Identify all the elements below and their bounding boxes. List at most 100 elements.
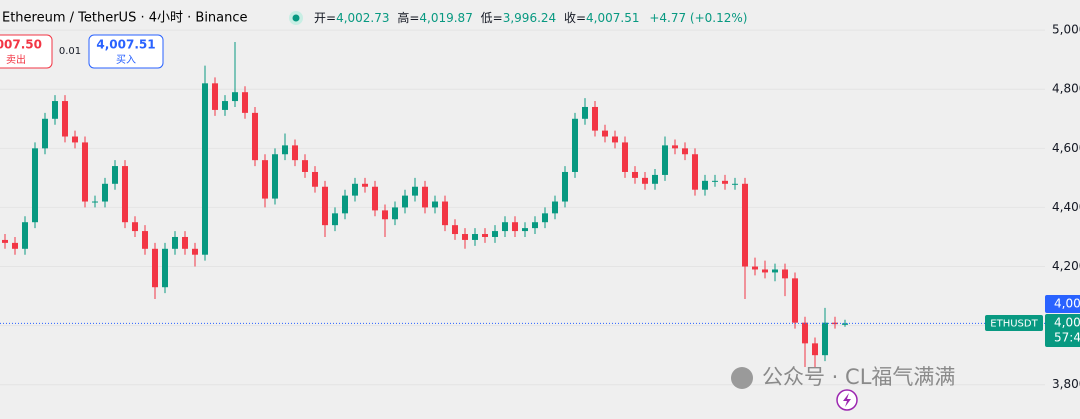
watermark: 公众号 · CL福气满满 xyxy=(762,365,955,389)
last-price-tag xyxy=(1045,314,1080,347)
candle-body xyxy=(422,186,428,208)
candle-body xyxy=(472,234,478,240)
candle-body xyxy=(382,210,388,220)
symbol-tag: ETHUSDT xyxy=(990,319,1038,330)
event-bolt xyxy=(843,393,851,407)
status-dot-inner xyxy=(292,14,300,22)
buy-button[interactable] xyxy=(88,34,164,69)
candle-body xyxy=(592,106,598,131)
candle-body xyxy=(162,248,168,288)
candle-body xyxy=(642,177,648,184)
ohlc-legend: 开=4,002.73 高=4,019.87 低=3,996.24 收=4,007… xyxy=(314,10,747,25)
candle-body xyxy=(842,323,848,325)
candle-body xyxy=(122,166,128,223)
candle-body xyxy=(92,201,98,203)
symbol-title: Ethereum / TetherUS · 4小时 · Binance xyxy=(2,11,248,26)
sell-button[interactable] xyxy=(0,34,53,69)
y-tick-label: 3,800 xyxy=(1052,377,1080,391)
candle-body xyxy=(152,248,158,288)
wechat-icon xyxy=(731,367,753,389)
candle-body xyxy=(332,213,338,226)
candle-body xyxy=(512,222,518,232)
candle-body xyxy=(742,183,748,267)
candle-body xyxy=(772,269,778,273)
candle-body xyxy=(672,145,678,149)
open-label: 开= xyxy=(314,11,336,25)
candle-body xyxy=(202,83,208,255)
candle-body xyxy=(412,186,418,196)
candle-body xyxy=(242,92,248,113)
candle-body xyxy=(752,266,758,270)
candle-body xyxy=(812,343,818,356)
candle-body xyxy=(532,222,538,229)
low-value: 3,996.24 xyxy=(503,11,556,25)
y-tick-label: 4,400 xyxy=(1052,200,1080,214)
candle-body xyxy=(22,222,28,249)
sell-price[interactable]: 4,007.50 xyxy=(0,38,42,52)
candle-body xyxy=(72,136,78,143)
y-tick-label: 4,600 xyxy=(1052,141,1080,155)
candle-body xyxy=(702,180,708,190)
candle-body xyxy=(712,180,718,182)
candle-body xyxy=(372,186,378,211)
sell-label[interactable]: 卖出 xyxy=(6,53,26,66)
high-label: 高= xyxy=(397,10,419,25)
candle-body xyxy=(652,174,658,184)
candle-body xyxy=(62,101,68,137)
candle-body xyxy=(452,225,458,235)
candle-body xyxy=(42,118,48,149)
candle-body xyxy=(292,145,298,161)
candle-body xyxy=(302,160,308,172)
candle-body xyxy=(282,145,288,155)
candle-body xyxy=(602,130,608,137)
candle-body xyxy=(432,201,438,208)
candle-body xyxy=(582,106,588,119)
crosshair-price: 4,008 xyxy=(1054,297,1080,311)
candle-body xyxy=(442,201,448,226)
candle-body xyxy=(172,236,178,249)
order-size[interactable]: 0.01 xyxy=(59,46,81,57)
candle-body xyxy=(102,183,108,202)
crosshair-tag xyxy=(1045,295,1080,313)
price-tags: 4,008 4,007 57:4 ETHUSDT xyxy=(985,295,1080,347)
candle-body xyxy=(352,183,358,196)
candle-body xyxy=(52,101,58,119)
candle-body xyxy=(782,269,788,279)
candle-body xyxy=(182,236,188,249)
candle-body xyxy=(392,207,398,220)
candle-body xyxy=(822,322,828,356)
candle-body xyxy=(632,171,638,178)
candle-body xyxy=(482,234,488,237)
buy-label[interactable]: 买入 xyxy=(116,54,136,66)
candle-body xyxy=(2,239,8,243)
candle-body xyxy=(552,201,558,214)
candle-body xyxy=(232,92,238,102)
candle-body xyxy=(522,228,528,232)
candle-body xyxy=(262,160,268,199)
candle-body xyxy=(492,231,498,237)
close-label: 收= xyxy=(564,11,586,25)
candle-body xyxy=(572,118,578,172)
candle-body xyxy=(142,231,148,249)
candle-body xyxy=(112,166,118,184)
candle-body xyxy=(802,322,808,344)
symbol-tag-bg xyxy=(985,315,1043,331)
open-value: 4,002.73 xyxy=(336,11,389,25)
candle-body xyxy=(732,183,738,185)
candle-body xyxy=(362,183,368,187)
candle-body xyxy=(322,186,328,226)
candle-body xyxy=(612,136,618,143)
candle-body xyxy=(212,83,218,110)
candle-body xyxy=(462,234,468,240)
candle-body xyxy=(722,180,728,184)
candle-body xyxy=(252,112,258,161)
last-price: 4,007 xyxy=(1054,316,1080,330)
buy-price[interactable]: 4,007.51 xyxy=(96,38,155,52)
countdown: 57:4 xyxy=(1054,331,1080,345)
candle-body xyxy=(32,148,38,223)
candle-body xyxy=(192,248,198,255)
candle-body xyxy=(542,213,548,223)
candle-body xyxy=(272,154,278,199)
candle-body xyxy=(222,101,228,110)
